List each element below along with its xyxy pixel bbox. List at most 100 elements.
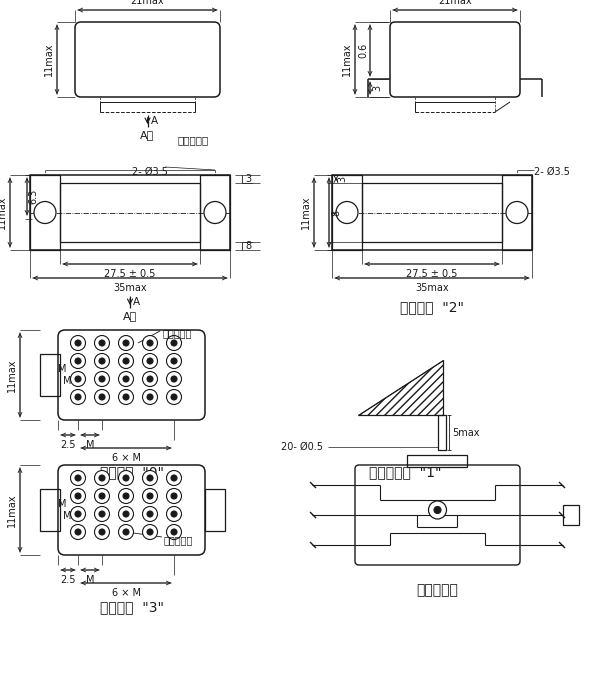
Circle shape xyxy=(123,475,129,481)
Circle shape xyxy=(119,371,133,386)
Circle shape xyxy=(123,529,129,535)
Text: 安装方式  "3": 安装方式 "3" xyxy=(99,600,163,614)
Circle shape xyxy=(75,511,81,517)
Circle shape xyxy=(123,340,129,346)
Circle shape xyxy=(123,511,129,517)
Bar xyxy=(563,505,579,525)
Text: 27.5 ± 0.5: 27.5 ± 0.5 xyxy=(104,269,156,279)
Text: 35max: 35max xyxy=(415,283,449,293)
Text: 11max: 11max xyxy=(7,493,17,527)
Circle shape xyxy=(143,471,158,486)
Circle shape xyxy=(119,488,133,503)
Text: A: A xyxy=(150,116,158,126)
Text: 11max: 11max xyxy=(342,43,352,76)
Bar xyxy=(362,183,502,242)
FancyBboxPatch shape xyxy=(355,465,520,565)
Circle shape xyxy=(171,358,177,364)
Circle shape xyxy=(123,493,129,499)
FancyBboxPatch shape xyxy=(75,22,220,97)
Circle shape xyxy=(123,358,129,364)
Bar xyxy=(30,175,60,250)
Polygon shape xyxy=(358,360,443,415)
Text: 6.3: 6.3 xyxy=(28,189,38,204)
Circle shape xyxy=(171,529,177,535)
Circle shape xyxy=(171,394,177,400)
Circle shape xyxy=(119,335,133,350)
Circle shape xyxy=(71,390,85,405)
Circle shape xyxy=(166,390,181,405)
Text: 2.5: 2.5 xyxy=(60,440,76,450)
Circle shape xyxy=(119,524,133,539)
Text: 3: 3 xyxy=(337,176,347,182)
Circle shape xyxy=(434,507,441,513)
Text: 35max: 35max xyxy=(113,283,147,293)
Text: 底视电路图: 底视电路图 xyxy=(417,583,459,597)
Bar xyxy=(332,175,532,250)
Circle shape xyxy=(143,507,158,522)
Circle shape xyxy=(166,354,181,369)
Text: 8: 8 xyxy=(331,209,341,216)
Circle shape xyxy=(34,201,56,224)
Circle shape xyxy=(147,529,153,535)
Circle shape xyxy=(119,390,133,405)
Text: 2- Ø3.5: 2- Ø3.5 xyxy=(132,167,168,177)
Bar xyxy=(332,175,362,250)
Circle shape xyxy=(123,394,129,400)
Circle shape xyxy=(171,511,177,517)
Circle shape xyxy=(94,354,110,369)
Bar xyxy=(30,175,230,250)
Circle shape xyxy=(143,354,158,369)
Circle shape xyxy=(119,507,133,522)
Text: M: M xyxy=(58,364,66,374)
Bar xyxy=(40,489,60,531)
Text: 2.5: 2.5 xyxy=(60,575,76,585)
Text: 11max: 11max xyxy=(301,196,311,229)
Circle shape xyxy=(171,340,177,346)
Bar xyxy=(407,455,467,467)
Bar xyxy=(60,183,200,242)
Text: 着色绝缘子: 着色绝缘子 xyxy=(164,535,194,545)
Circle shape xyxy=(119,471,133,486)
Circle shape xyxy=(506,201,528,224)
Circle shape xyxy=(94,524,110,539)
Bar xyxy=(40,354,60,396)
Circle shape xyxy=(99,475,105,481)
Circle shape xyxy=(71,371,85,386)
Text: M: M xyxy=(58,499,66,509)
Text: A向: A向 xyxy=(141,130,155,140)
Circle shape xyxy=(94,471,110,486)
Circle shape xyxy=(204,201,226,224)
Text: M: M xyxy=(86,575,94,585)
Circle shape xyxy=(166,471,181,486)
Circle shape xyxy=(99,493,105,499)
Text: 引出端型式  "1": 引出端型式 "1" xyxy=(369,465,442,479)
Bar xyxy=(205,489,225,531)
Circle shape xyxy=(147,475,153,481)
Text: 安装方式  "0": 安装方式 "0" xyxy=(99,465,163,479)
Circle shape xyxy=(71,471,85,486)
Text: A向: A向 xyxy=(123,311,137,321)
Circle shape xyxy=(143,390,158,405)
Text: 21max: 21max xyxy=(438,0,472,6)
Circle shape xyxy=(99,376,105,382)
Text: 5max: 5max xyxy=(452,428,479,437)
Circle shape xyxy=(147,394,153,400)
Circle shape xyxy=(71,507,85,522)
Circle shape xyxy=(166,507,181,522)
Bar xyxy=(200,175,230,250)
Text: 11max: 11max xyxy=(7,358,17,392)
Circle shape xyxy=(166,371,181,386)
Circle shape xyxy=(143,335,158,350)
Circle shape xyxy=(71,335,85,350)
Circle shape xyxy=(147,511,153,517)
Circle shape xyxy=(94,371,110,386)
Circle shape xyxy=(75,493,81,499)
Circle shape xyxy=(119,354,133,369)
Circle shape xyxy=(123,376,129,382)
Text: 3: 3 xyxy=(372,85,382,91)
Circle shape xyxy=(143,488,158,503)
Circle shape xyxy=(171,376,177,382)
Circle shape xyxy=(336,201,358,224)
FancyBboxPatch shape xyxy=(58,465,205,555)
Circle shape xyxy=(147,358,153,364)
